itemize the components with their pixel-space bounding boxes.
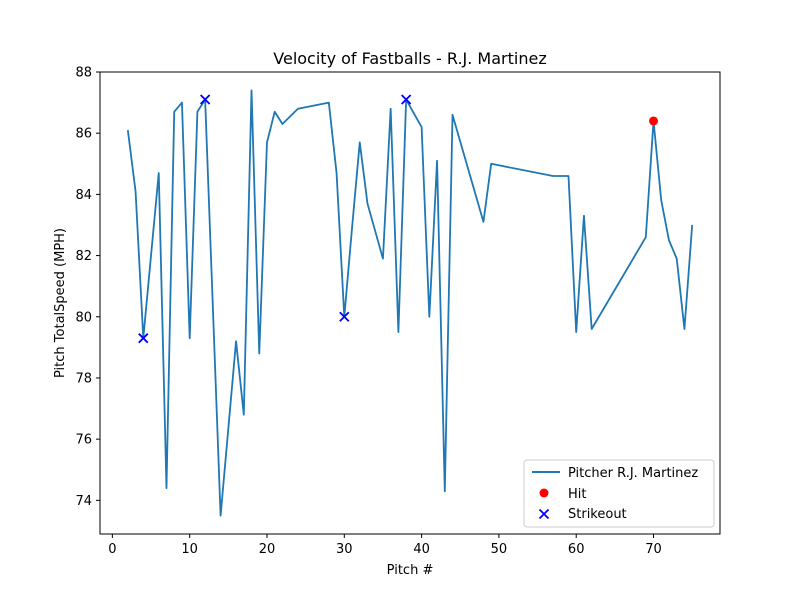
legend-box (523, 459, 715, 528)
legend-hit-swatch (539, 488, 549, 498)
strikeout-point (200, 94, 211, 105)
y-tick-label: 76 (75, 433, 92, 448)
plot-frame (99, 71, 721, 535)
y-tick-label: 88 (75, 66, 92, 81)
x-tick-label: 40 (413, 542, 430, 557)
chart-title: Velocity of Fastballs - R.J. Martinez (273, 49, 546, 68)
y-tick-label: 80 (75, 310, 92, 325)
plot-background (100, 72, 720, 534)
x-tick-label: 20 (259, 542, 276, 557)
y-tick-label: 78 (75, 371, 92, 386)
strikeout-point (339, 311, 350, 322)
x-axis-label: Pitch # (387, 563, 434, 578)
x-tick-label: 70 (645, 542, 662, 557)
x-tick-label: 10 (181, 542, 198, 557)
y-axis: 74 76 78 80 82 84 86 88 (75, 66, 100, 509)
y-tick-label: 84 (75, 188, 92, 203)
y-tick-label: 86 (75, 127, 92, 142)
strikeout-point (138, 333, 149, 344)
legend: Pitcher R.J. Martinez Hit Strikeout (523, 459, 715, 528)
legend-strikeout-swatch (538, 508, 550, 520)
x-tick-label: 0 (108, 542, 116, 557)
x-tick-label: 60 (568, 542, 585, 557)
hit-point (649, 116, 659, 126)
strikeout-point (400, 94, 412, 105)
y-tick-label: 74 (75, 494, 92, 509)
x-axis: 0 10 20 30 40 50 60 70 (108, 534, 662, 557)
y-tick-label: 82 (75, 249, 92, 264)
x-tick-label: 30 (336, 542, 353, 557)
x-tick-label: 50 (491, 542, 508, 557)
y-axis-label: Pitch TotalSpeed (MPH) (53, 228, 68, 378)
legend-entry-hit: Hit (568, 487, 586, 502)
legend-entry-line: Pitcher R.J. Martinez (568, 466, 698, 481)
series-line-martinez (126, 89, 694, 517)
legend-entry-strikeout: Strikeout (568, 507, 627, 522)
series-layer (126, 89, 694, 517)
